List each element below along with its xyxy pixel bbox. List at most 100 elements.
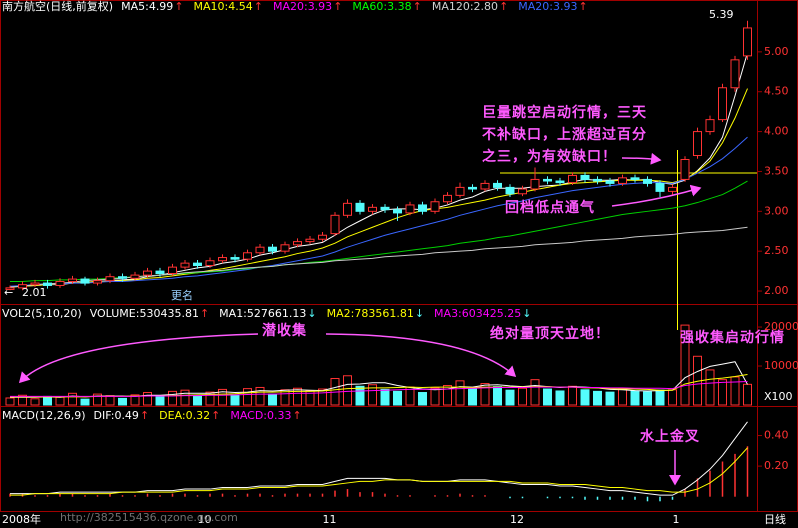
volume-bar [493, 386, 502, 406]
candle-body [643, 178, 652, 184]
volume-bar [730, 376, 740, 406]
volume-bar [43, 395, 52, 406]
volume-bar [255, 386, 265, 406]
y-tick-label: 2.50 [764, 244, 789, 257]
volume-bar [643, 391, 652, 406]
volume-bar [55, 396, 65, 406]
header-arrow: ↑ [140, 409, 149, 422]
candle-body [518, 188, 527, 195]
candle-body [630, 177, 640, 180]
volume-bar [705, 369, 715, 406]
candle-body [605, 180, 615, 184]
candle-body [30, 282, 40, 286]
volume-bar [243, 388, 252, 406]
volume-bar [455, 380, 465, 406]
ma-line [9, 136, 748, 287]
candle-body [205, 260, 215, 267]
candle-body [380, 206, 390, 211]
volume-bar [368, 384, 377, 406]
arrow [325, 333, 517, 378]
header-arrow: ↑ [174, 0, 183, 13]
volume-bar [318, 388, 327, 406]
volume-bar [218, 388, 227, 406]
volume-bar [380, 388, 390, 406]
x-tick-label: 12 [510, 513, 524, 526]
header-arrow: ↓ [307, 307, 316, 320]
volume-bar [193, 395, 202, 406]
ma-line [10, 421, 748, 496]
volume-bar [118, 397, 127, 406]
y-tick-label: 5.00 [764, 45, 789, 58]
volume-bar [418, 392, 427, 406]
y-tick-label: 20000 [764, 320, 798, 333]
volume-bar [743, 383, 752, 406]
y-tick-label: 3.50 [764, 164, 789, 177]
y-tick-label: 10000 [764, 359, 798, 372]
header-arrow: ↑ [579, 0, 588, 13]
volume-bar [105, 395, 115, 406]
volume-bar [343, 375, 352, 406]
candle-body [530, 178, 540, 190]
volume-bar [205, 391, 215, 406]
candle-body [593, 178, 602, 182]
candle-body [355, 202, 365, 212]
header-value: MA10:4.54 [194, 0, 253, 13]
candle-body [568, 174, 577, 184]
header-arrow: ↑ [211, 409, 220, 422]
candle-body [5, 287, 15, 290]
volume-bar [605, 391, 615, 406]
header-value: MA3:603425.25 [434, 307, 521, 320]
volume-bar [443, 385, 452, 406]
candle-body [305, 238, 315, 243]
header-value: MA20:3.93 [273, 0, 332, 13]
candle-body [180, 262, 190, 268]
y-tick-label: 4.00 [764, 125, 789, 138]
candle-body [168, 266, 177, 275]
volume-bar [593, 390, 602, 406]
candle-body [718, 87, 727, 121]
volume-bar [18, 394, 27, 406]
candle-body [243, 252, 252, 260]
candle-body [393, 209, 402, 214]
volume-bar [568, 385, 577, 406]
candle-body [343, 202, 352, 216]
ma-line [9, 52, 748, 288]
high-label: 5.39 [709, 8, 734, 21]
header-arrow: ↑ [293, 409, 302, 422]
volume-bar [655, 389, 665, 406]
panel-title: 南方航空(日线,前复权) [2, 0, 113, 13]
panel-title: MACD(12,26,9) [2, 409, 86, 422]
header-arrow: ↓ [522, 307, 531, 320]
candle-body [493, 182, 502, 188]
candle-body [443, 194, 452, 203]
candle-body [580, 174, 590, 180]
low-label: 2.01 [22, 286, 47, 299]
volume-bar [130, 394, 140, 406]
annotation: 潜收集 [262, 322, 307, 339]
volume-bar [143, 392, 152, 406]
period-label: 日线 [764, 512, 786, 526]
header-value: DEA:0.32 [159, 409, 210, 422]
candle-body [218, 257, 227, 262]
volume-bar [680, 324, 690, 406]
volume-bar [618, 388, 627, 406]
panel-title: VOL2(5,10,20) [2, 307, 82, 320]
volume-bar [430, 387, 440, 406]
ma-line [10, 380, 748, 397]
volume-bar [630, 390, 640, 406]
candle-body [143, 270, 152, 276]
volume-bar [580, 389, 590, 406]
candle-body [230, 257, 240, 260]
volume-bar [505, 389, 515, 406]
candle-body [68, 278, 77, 282]
candle-body [480, 182, 490, 190]
volume-bar [668, 389, 677, 406]
y-tick-label: 4.50 [764, 85, 789, 98]
volume-bar [268, 393, 277, 406]
volume-bar [68, 392, 77, 406]
candle-body [743, 27, 752, 57]
volume-bar [230, 394, 240, 406]
candle-body [693, 131, 702, 157]
header-value: MA20:3.93 [518, 0, 577, 13]
candle-body [430, 201, 440, 212]
